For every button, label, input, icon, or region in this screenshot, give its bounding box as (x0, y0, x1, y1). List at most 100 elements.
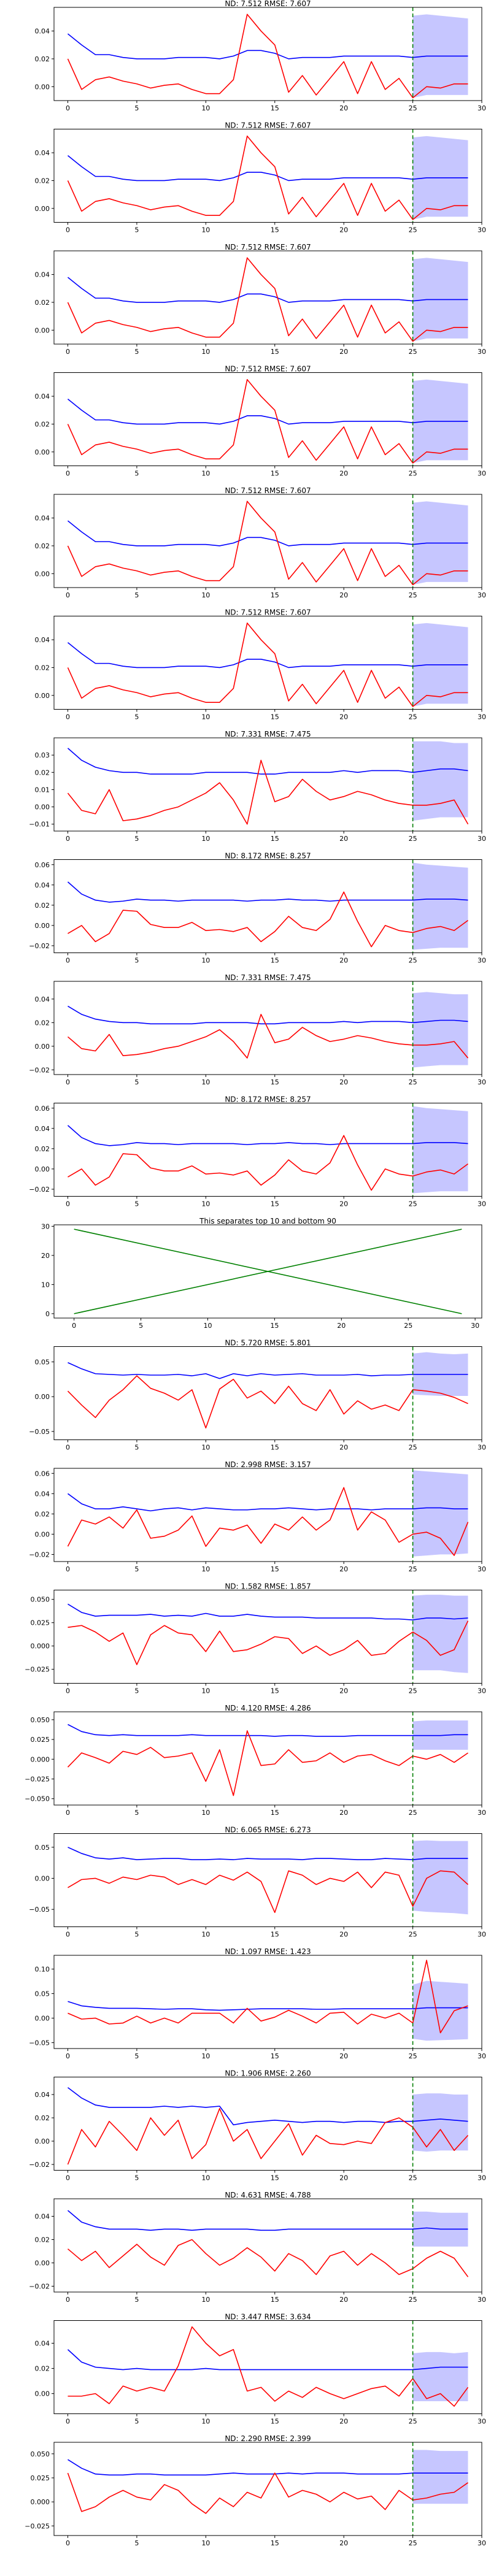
y-tick-label: 0.05 (35, 1990, 50, 1998)
chart-panel: ND: 7.331 RMSE: 7.475 0 5 10 15 20 25 30 −0.01 0.… (29, 730, 486, 843)
x-tick-label: 20 (339, 1687, 348, 1695)
prediction-line (67, 155, 468, 182)
x-tick-label: 15 (271, 2174, 279, 2182)
prediction-line (67, 2210, 468, 2231)
chart-panel: ND: 7.331 RMSE: 7.475 0 5 10 15 20 25 30 −0.02 0.… (29, 973, 486, 1086)
x-tick-label: 15 (271, 1078, 279, 1086)
y-tick-label: 0.00 (35, 570, 50, 578)
chart-panel: ND: 7.512 RMSE: 7.607 0 5 10 15 20 25 30 0.00 0.0… (35, 486, 487, 599)
y-tick-label: 0.04 (35, 2213, 50, 2221)
x-tick-label: 30 (477, 1931, 486, 1939)
y-tick-label: 0.00 (35, 2014, 50, 2022)
x-tick-label: 10 (201, 2418, 210, 2426)
y-tick-label: 0.050 (31, 1716, 50, 1724)
chart-title: ND: 7.512 RMSE: 7.607 (225, 608, 311, 617)
x-tick-label: 10 (201, 1931, 210, 1939)
plot-area (74, 1229, 462, 1314)
x-tick-label: 10 (201, 1444, 210, 1452)
x-tick-label: 15 (270, 1322, 279, 1330)
x-tick-label: 15 (271, 1565, 279, 1573)
plot-area (68, 1833, 469, 1927)
y-tick-label: −0.050 (25, 1795, 50, 1803)
plot-area (67, 1712, 468, 1805)
chart-title: ND: 7.512 RMSE: 7.607 (225, 486, 311, 495)
chart-title: ND: 8.172 RMSE: 8.257 (225, 1095, 311, 1104)
axes-frame (53, 2320, 482, 2414)
chart-title: ND: 4.120 RMSE: 4.286 (225, 1704, 311, 1712)
x-tick-label: 0 (66, 1078, 70, 1086)
plot-area (67, 1346, 468, 1440)
chart-title: ND: 7.512 RMSE: 7.607 (225, 0, 311, 8)
y-tick-label: 0.02 (35, 2114, 50, 2122)
plot-area (67, 494, 468, 588)
prediction-interval (412, 862, 468, 950)
y-tick-label: −0.02 (29, 1186, 50, 1194)
x-tick-label: 5 (139, 1322, 143, 1330)
y-tick-label: 0.00 (35, 803, 50, 811)
x-tick-label: 15 (271, 2418, 279, 2426)
chart-panel: ND: 6.065 RMSE: 6.273 0 5 10 15 20 25 30 −0.05 0.… (29, 1826, 486, 1939)
y-tick-label: 0.10 (35, 1965, 50, 1973)
prediction-interval (412, 2093, 468, 2152)
y-tick-label: 0.00 (35, 1043, 50, 1051)
target-line (67, 1014, 469, 1059)
x-tick-label: 0 (66, 1809, 70, 1817)
y-tick-label: 0.000 (31, 1755, 50, 1763)
plot-area (67, 7, 468, 101)
x-tick-label: 10 (201, 1078, 210, 1086)
target-line (67, 1487, 469, 1556)
x-tick-label: 25 (409, 226, 417, 234)
plot-area (67, 1103, 468, 1197)
x-tick-label: 25 (409, 713, 417, 721)
y-tick-label: −0.02 (29, 2283, 50, 2291)
plot-area (67, 738, 469, 831)
x-tick-label: 5 (134, 591, 139, 599)
target-line (68, 1620, 469, 1665)
chart-title: ND: 1.097 RMSE: 1.423 (225, 1947, 311, 1956)
x-tick-label: 20 (339, 1565, 348, 1573)
x-tick-label: 15 (271, 348, 279, 356)
x-tick-label: 10 (201, 1565, 210, 1573)
x-tick-label: 5 (134, 2174, 139, 2182)
y-tick-label: 0.04 (35, 995, 50, 1003)
prediction-line (68, 1723, 468, 1737)
y-tick-label: −0.05 (29, 2039, 50, 2047)
chart-title: ND: 7.512 RMSE: 7.607 (225, 365, 311, 374)
x-tick-label: 30 (477, 835, 486, 843)
x-tick-label: 25 (409, 1444, 417, 1452)
x-tick-label: 5 (134, 2296, 139, 2304)
axes-frame (53, 2077, 482, 2171)
x-tick-label: 5 (134, 713, 139, 721)
y-tick-label: 30 (41, 1222, 50, 1230)
y-tick-label: 0.03 (35, 751, 50, 759)
x-tick-label: 0 (66, 2052, 70, 2060)
chart-panel: ND: 3.447 RMSE: 3.634 0 5 10 15 20 25 30 0.00 0.0… (35, 2313, 487, 2426)
chart-title: ND: 2.998 RMSE: 3.157 (225, 1460, 311, 1469)
x-tick-label: 20 (339, 1078, 348, 1086)
x-tick-label: 25 (409, 1200, 417, 1208)
x-tick-label: 15 (271, 104, 279, 112)
y-tick-label: 0.06 (35, 1470, 50, 1478)
prediction-line (67, 642, 468, 669)
x-tick-label: 15 (271, 1931, 279, 1939)
y-tick-label: 0.02 (35, 769, 50, 776)
x-tick-label: 5 (134, 1931, 139, 1939)
chart-panel: ND: 2.290 RMSE: 2.399 0 5 10 15 20 25 30 −0.025 0… (25, 2434, 486, 2547)
x-tick-label: 30 (477, 2418, 486, 2426)
chart-title: ND: 4.631 RMSE: 4.788 (225, 2191, 311, 2199)
axes-frame (53, 616, 482, 710)
plot-area (67, 859, 468, 953)
prediction-line (68, 2459, 468, 2476)
y-tick-label: 0.025 (31, 2474, 50, 2482)
y-tick-label: 0.02 (35, 2236, 50, 2244)
x-tick-label: 0 (66, 2296, 70, 2304)
x-tick-label: 20 (339, 2296, 348, 2304)
axes-frame (53, 129, 482, 223)
x-tick-label: 30 (477, 2539, 486, 2547)
x-tick-label: 10 (203, 1322, 212, 1330)
axes-frame (53, 7, 482, 101)
separator-line-descending (74, 1229, 462, 1314)
y-tick-label: 0.000 (31, 2498, 50, 2506)
x-tick-label: 10 (201, 348, 210, 356)
chart-panel: ND: 2.998 RMSE: 3.157 0 5 10 15 20 25 30 −0.02 0.… (29, 1460, 486, 1573)
